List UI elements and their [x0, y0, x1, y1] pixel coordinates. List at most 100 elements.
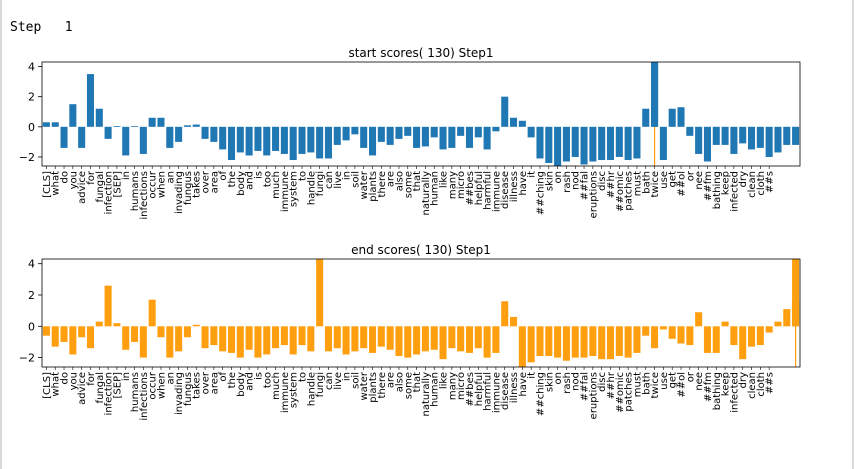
start-bar [201, 126, 209, 139]
frame-right-border [852, 0, 854, 469]
end-xtick-label: like [439, 372, 450, 389]
end-xtick-label: much [271, 372, 282, 400]
end-bar [562, 326, 570, 361]
end-bar [668, 326, 676, 339]
start-ytick-label: −2 [19, 151, 35, 164]
start-xtick-label: fungus [183, 171, 194, 205]
end-bar [201, 326, 209, 349]
start-xtick-label: immune [491, 171, 502, 212]
start-xtick-label: live [333, 171, 344, 189]
start-bar [360, 126, 368, 148]
start-bar [377, 126, 385, 142]
end-xtick-label: what [51, 372, 62, 397]
end-bar [448, 326, 456, 349]
start-bar [783, 126, 791, 145]
start-bar [430, 126, 438, 138]
end-xtick-label: the [227, 372, 238, 388]
start-xtick-label: infections [139, 171, 150, 220]
end-xtick-label: patches [624, 372, 635, 412]
end-bar [131, 326, 139, 342]
end-xtick-label: human [430, 372, 441, 407]
start-bar [245, 126, 253, 156]
start-xtick-label: bathing [712, 171, 723, 209]
start-xtick-label: [CLS] [42, 171, 53, 198]
end-bar [483, 326, 491, 358]
start-xtick-label: must [632, 171, 643, 196]
start-xtick-label: some [403, 171, 414, 198]
end-ytick-label: 0 [28, 320, 35, 333]
start-xtick-label: illness [509, 171, 520, 202]
end-bar [686, 326, 694, 346]
end-xtick-label: over [201, 371, 212, 394]
end-xtick-label: naturally [421, 372, 432, 417]
start-xtick-label: naturally [421, 171, 432, 216]
start-bar [131, 126, 139, 127]
start-scores-chart: start scores( 130) Step1 4 2 0 −2 [CLS]whatdo… [19, 46, 801, 220]
start-bar [60, 126, 68, 148]
start-bar [351, 126, 359, 135]
start-xtick-label: plants [368, 171, 379, 202]
end-bar [695, 312, 703, 327]
start-xtick-label: human [430, 171, 441, 206]
end-xtick-label: keep [721, 372, 732, 396]
end-bar [748, 326, 756, 347]
start-bar [104, 126, 112, 139]
start-bar [580, 126, 588, 165]
end-xtick-label: are [386, 372, 397, 388]
end-xtick-label: harmful [483, 372, 494, 411]
end-xtick-label: ##fm [703, 372, 714, 402]
end-xtick-label: takes [192, 372, 203, 399]
end-bar [166, 326, 174, 358]
end-xtick-label: some [403, 372, 414, 399]
end-xtick-label: use [659, 372, 670, 390]
end-xtick-label: also [394, 372, 405, 392]
end-xtick-label: ##ol [677, 372, 688, 398]
start-xtick-label: an [165, 171, 176, 183]
end-xtick-label: humans [130, 372, 141, 412]
end-ytick-label: 2 [28, 289, 35, 302]
start-xtick-label: when [156, 171, 167, 198]
end-bar [42, 326, 50, 336]
end-bar [606, 326, 615, 360]
end-bar [651, 326, 659, 349]
end-bar [263, 326, 271, 355]
start-bar [42, 122, 50, 127]
end-xtick-label: to [298, 372, 309, 382]
end-bar [536, 326, 544, 357]
end-bar [492, 326, 500, 353]
start-xtick-label: is [253, 171, 264, 179]
start-bar [404, 126, 412, 136]
end-xtick-label: plants [368, 372, 379, 403]
start-xtick-label: get [668, 171, 679, 188]
end-bar [324, 326, 332, 352]
start-xtick-label: body [236, 171, 247, 196]
end-xtick-label: infection [104, 372, 115, 415]
end-bar [307, 326, 315, 352]
end-bar [157, 326, 165, 338]
end-bar [642, 326, 650, 336]
end-bar [457, 326, 465, 352]
end-xtick-label: when [156, 372, 167, 399]
start-bar [703, 126, 711, 162]
end-bar [465, 326, 473, 353]
start-xtick-label: nod [571, 171, 582, 190]
end-bar [360, 326, 368, 349]
start-xtick-label: have [518, 171, 529, 196]
end-xtick-label: fungal [95, 372, 106, 403]
end-xtick-label: eruptions [588, 372, 599, 419]
start-xtick-label: area [209, 171, 220, 193]
start-bar [272, 126, 280, 151]
end-bar [69, 326, 77, 355]
end-bar [183, 326, 191, 338]
end-bar [298, 326, 306, 346]
end-xtick-label: for [86, 371, 97, 386]
start-xtick-label: micro [456, 171, 467, 199]
start-bar [413, 126, 421, 148]
end-bar [175, 326, 183, 352]
start-ytick-label: 4 [28, 61, 35, 74]
end-bar [580, 326, 588, 358]
start-bar [210, 126, 218, 142]
start-xtick-label: can [324, 171, 335, 189]
end-bar [86, 326, 94, 349]
start-bar [571, 126, 579, 157]
